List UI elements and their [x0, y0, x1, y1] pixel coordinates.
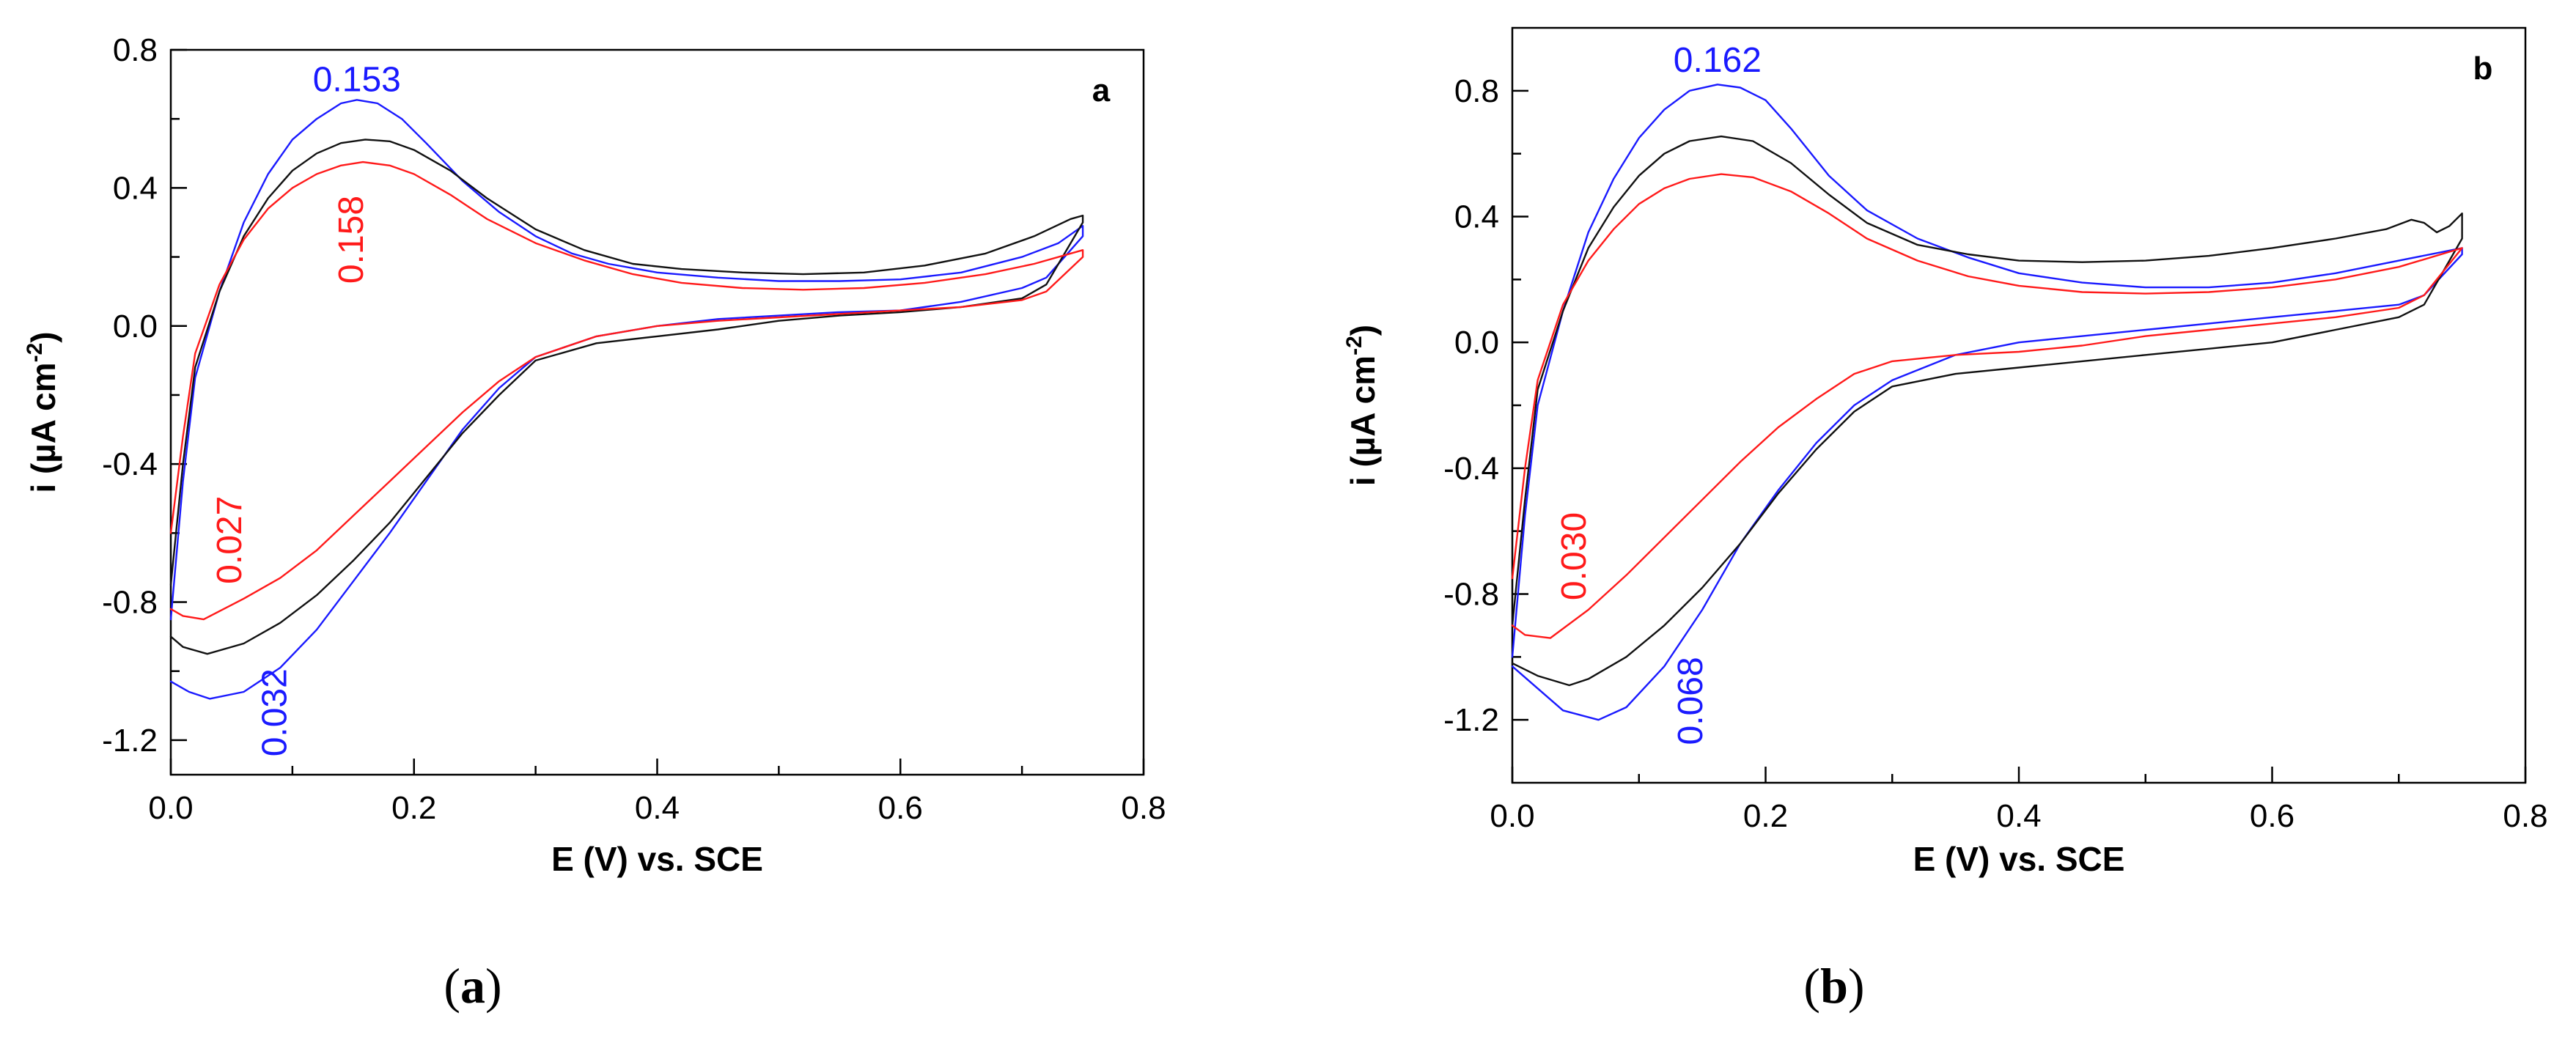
y-axis-title: i (µA cm-2)	[23, 331, 62, 493]
y-tick-label: 0.4	[113, 170, 158, 206]
y-tick-label: -0.8	[102, 585, 158, 621]
panel-label: b	[2473, 51, 2493, 86]
x-tick-label: 0.6	[878, 790, 923, 826]
series-black-curve	[169, 139, 1084, 655]
y-tick-label: -1.2	[102, 723, 158, 759]
peak-annotation: 0.032	[256, 668, 295, 756]
x-tick-label: 0.2	[1743, 798, 1788, 834]
panel-label: a	[1092, 73, 1111, 108]
series-red-curve	[169, 161, 1084, 621]
plot-frame	[1511, 26, 2527, 784]
y-axis-title-close: )	[1344, 325, 1382, 336]
caption-open-paren: (	[444, 958, 460, 1014]
panel-a: 0.0 0.2 0.4 0.6 0.8 -1.2 -0.8 -0.4 0.0 0.4 0.8 E (V…	[23, 32, 1166, 878]
x-tick-label: 0.4	[1996, 798, 2041, 834]
y-tick-label: 0.0	[113, 309, 158, 344]
caption-letter-b: b	[1820, 958, 1848, 1014]
y-axis-title: i (µA cm-2)	[1342, 325, 1382, 486]
x-tick-label: 0.0	[1490, 798, 1534, 834]
peak-annotation: 0.030	[1555, 512, 1594, 600]
caption-a: (a)	[444, 958, 501, 1014]
peak-annotation: 0.068	[1671, 657, 1710, 745]
x-tick-label: 0.6	[2250, 798, 2295, 834]
peak-annotation: 0.027	[210, 496, 249, 584]
y-tick-label: 0.4	[1454, 199, 1499, 235]
x-tick-label: 0.8	[2503, 798, 2547, 834]
y-axis-title-superscript: -2	[1342, 336, 1366, 355]
x-tick-label: 0.4	[635, 790, 680, 826]
caption-close-paren: )	[485, 958, 502, 1014]
caption-b: (b)	[1803, 958, 1864, 1014]
y-tick-label: -0.4	[1443, 451, 1499, 487]
y-axis-title-close: )	[24, 331, 62, 342]
x-axis-title: E (V) vs. SCE	[551, 840, 763, 878]
series-black-curve	[1511, 135, 2463, 687]
y-tick-label: 0.8	[1454, 73, 1499, 109]
caption-letter-a: a	[460, 958, 485, 1014]
panel-b: 0.0 0.2 0.4 0.6 0.8 -1.2 -0.8 -0.4 0.0 0.4 0.8 E (V…	[1342, 26, 2548, 878]
y-tick-label: -0.8	[1443, 577, 1499, 613]
series-blue-curve	[1511, 84, 2463, 721]
peak-annotation: 0.162	[1674, 41, 1762, 80]
peak-annotation: 0.153	[313, 61, 401, 100]
x-tick-label: 0.0	[148, 790, 193, 826]
plot-frame	[169, 48, 1145, 776]
x-tick-label: 0.8	[1121, 790, 1166, 826]
y-tick-label: -0.4	[102, 446, 158, 482]
y-axis-title-main: i (µA cm	[1344, 355, 1382, 486]
y-tick-label: -1.2	[1443, 702, 1499, 738]
series-blue-curve	[169, 99, 1084, 700]
caption-close-paren: )	[1848, 958, 1865, 1014]
peak-annotation: 0.158	[332, 196, 371, 284]
series-red-curve	[1511, 173, 2463, 639]
y-tick-label: 0.8	[113, 32, 158, 68]
y-axis-title-superscript: -2	[23, 343, 47, 363]
y-axis-title-main: i (µA cm	[24, 362, 62, 493]
caption-open-paren: (	[1803, 958, 1820, 1014]
x-axis-title: E (V) vs. SCE	[1913, 840, 2125, 878]
x-tick-label: 0.2	[391, 790, 436, 826]
y-tick-label: 0.0	[1454, 325, 1499, 361]
